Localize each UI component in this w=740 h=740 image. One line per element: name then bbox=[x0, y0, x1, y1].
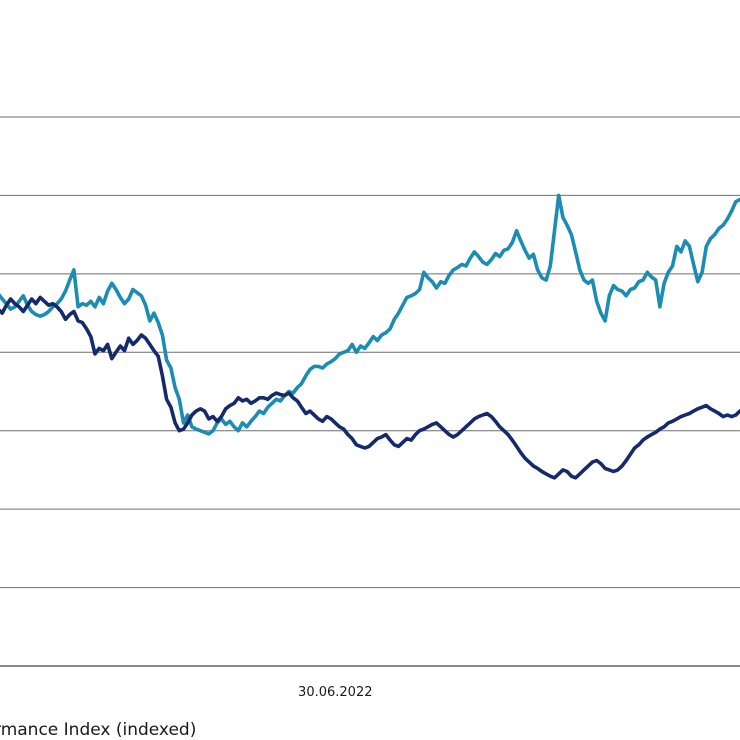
x-tick-label: 30.06.2022 bbox=[298, 685, 372, 700]
legend-label: rmance Index (indexed) bbox=[0, 720, 196, 740]
series-line-2 bbox=[0, 295, 740, 480]
x-tick-labels: 30.06.2022 bbox=[298, 685, 372, 700]
series-group bbox=[0, 193, 740, 480]
series-line-1 bbox=[0, 193, 740, 436]
gridlines bbox=[0, 116, 740, 589]
